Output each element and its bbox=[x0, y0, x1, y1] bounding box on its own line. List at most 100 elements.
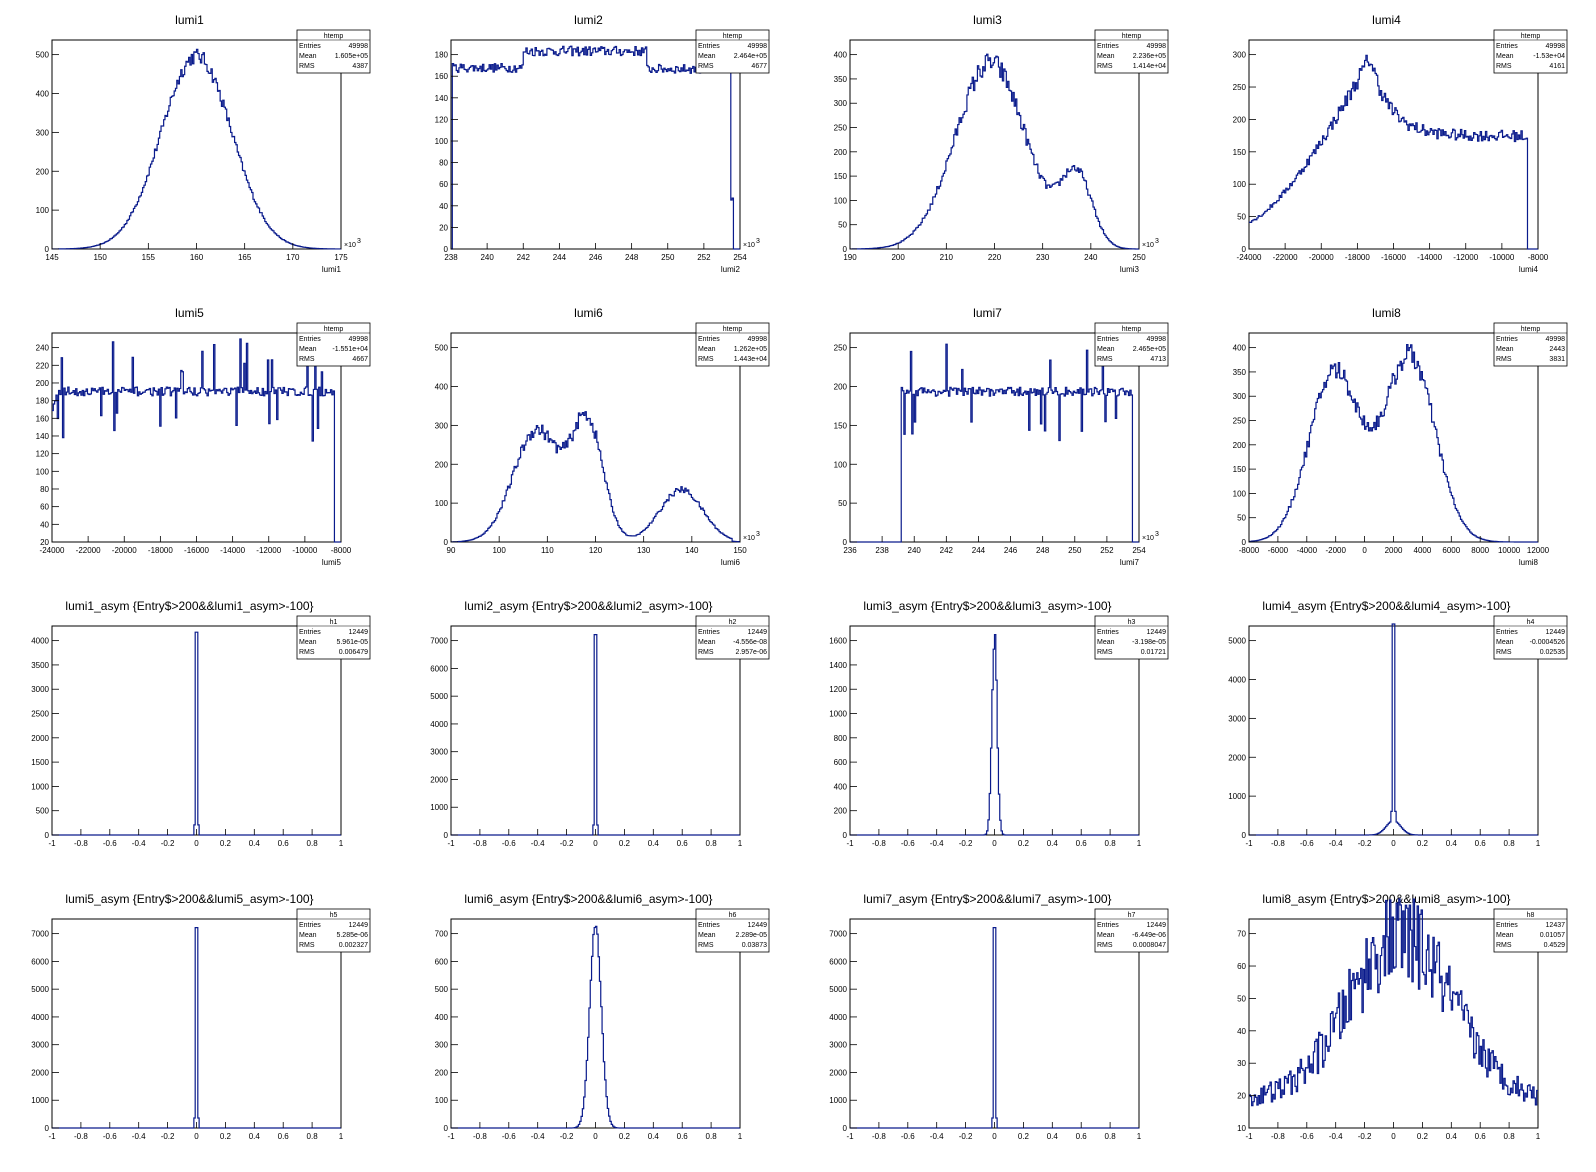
x-tick-label: -2000 bbox=[1325, 546, 1346, 555]
y-tick-label: 4000 bbox=[829, 1013, 847, 1022]
x-tick-label: 0.4 bbox=[1446, 1132, 1458, 1141]
x-tick-label: -1 bbox=[447, 839, 455, 848]
y-tick-label: 5000 bbox=[829, 985, 847, 994]
x-tick-label: 0.8 bbox=[1504, 1132, 1516, 1141]
stats-key: RMS bbox=[1097, 356, 1113, 363]
y-tick-label: 0 bbox=[45, 1124, 50, 1133]
x-tick-label: 90 bbox=[447, 546, 456, 555]
x-tick-label: 0 bbox=[1391, 1132, 1396, 1141]
panel-title: lumi4 bbox=[1372, 13, 1401, 27]
histogram-panel-lumi2: lumi2 238 240 242 244 246 248 250 252 254 0 20 40 60 8… bbox=[435, 13, 770, 274]
histogram-panel-lumi1_asym: lumi1_asym {Entry$>200&&lumi1_asym>-100}… bbox=[31, 599, 371, 848]
y-tick-label: 5000 bbox=[1228, 637, 1246, 646]
panel-title: lumi8 bbox=[1372, 306, 1401, 320]
stats-value: -4.556e-08 bbox=[733, 639, 767, 646]
x-tick-label: 0.2 bbox=[220, 1132, 232, 1141]
stats-key: Entries bbox=[1496, 922, 1518, 929]
stats-key: Mean bbox=[299, 346, 317, 353]
stats-name: h7 bbox=[1128, 912, 1136, 919]
x-tick-label: -10000 bbox=[292, 546, 317, 555]
x-tick-label: -0.6 bbox=[901, 839, 915, 848]
y-tick-label: 20 bbox=[1237, 1092, 1246, 1101]
stats-name: h6 bbox=[729, 912, 737, 919]
stats-box bbox=[695, 29, 770, 74]
stats-value: 12449 bbox=[1147, 629, 1167, 636]
x-tick-label: 230 bbox=[1036, 253, 1050, 262]
x-tick-label: -6000 bbox=[1268, 546, 1289, 555]
y-tick-label: 140 bbox=[435, 94, 449, 103]
x-axis-exponent: 3 bbox=[756, 531, 760, 538]
stats-key: Entries bbox=[698, 336, 720, 343]
x-axis-label: lumi7 bbox=[1120, 558, 1140, 567]
y-tick-label: 70 bbox=[1237, 930, 1246, 939]
stats-key: Entries bbox=[299, 336, 321, 343]
stats-box bbox=[1493, 908, 1568, 953]
stats-value: -6.449e-06 bbox=[1132, 932, 1166, 939]
x-tick-label: 0 bbox=[1362, 546, 1367, 555]
x-axis-multiplier: ×10 bbox=[743, 535, 755, 542]
stats-value: 5.961e-05 bbox=[336, 639, 368, 646]
y-tick-label: 180 bbox=[435, 51, 449, 60]
stats-box bbox=[296, 615, 371, 660]
x-tick-label: -0.4 bbox=[1329, 1132, 1343, 1141]
y-tick-label: 60 bbox=[1237, 962, 1246, 971]
x-tick-label: 0 bbox=[194, 1132, 199, 1141]
x-tick-label: -0.6 bbox=[103, 839, 117, 848]
y-tick-label: 4000 bbox=[31, 637, 49, 646]
panel-title: lumi1_asym {Entry$>200&&lumi1_asym>-100} bbox=[65, 599, 313, 613]
stats-key: Mean bbox=[1097, 53, 1115, 60]
stats-box bbox=[1094, 615, 1169, 660]
x-tick-label: 1 bbox=[1137, 839, 1142, 848]
stats-value: 0.4529 bbox=[1544, 942, 1566, 949]
stats-value: 0.006479 bbox=[339, 649, 368, 656]
stats-key: RMS bbox=[698, 63, 714, 70]
x-tick-label: -20000 bbox=[1309, 253, 1334, 262]
y-tick-label: 250 bbox=[834, 344, 848, 353]
x-tick-label: 200 bbox=[891, 253, 905, 262]
y-tick-label: 500 bbox=[435, 344, 449, 353]
x-tick-label: 0.2 bbox=[619, 1132, 631, 1141]
stats-key: RMS bbox=[1496, 649, 1512, 656]
y-tick-label: 300 bbox=[435, 421, 449, 430]
x-tick-label: -1 bbox=[447, 1132, 455, 1141]
x-axis-label: lumi2 bbox=[721, 265, 741, 274]
stats-value: 0.03873 bbox=[742, 942, 767, 949]
y-tick-label: 1000 bbox=[430, 803, 448, 812]
stats-key: Mean bbox=[698, 639, 716, 646]
y-tick-label: 50 bbox=[1237, 514, 1246, 523]
stats-value: 2.465e+05 bbox=[1133, 346, 1166, 353]
x-axis-multiplier: ×10 bbox=[743, 242, 755, 249]
x-tick-label: 0.6 bbox=[1475, 839, 1487, 848]
stats-name: h4 bbox=[1527, 619, 1535, 626]
panel-title: lumi3_asym {Entry$>200&&lumi3_asym>-100} bbox=[863, 599, 1111, 613]
stats-key: Entries bbox=[1097, 629, 1119, 636]
histogram-line bbox=[52, 926, 341, 1129]
stats-box bbox=[695, 908, 770, 953]
x-tick-label: -0.2 bbox=[161, 1132, 175, 1141]
y-tick-label: 250 bbox=[834, 124, 848, 133]
stats-value: 2.236e+05 bbox=[1133, 53, 1166, 60]
y-tick-label: 4000 bbox=[430, 720, 448, 729]
x-tick-label: 0.2 bbox=[1018, 839, 1030, 848]
stats-value: 4713 bbox=[1150, 356, 1166, 363]
y-tick-label: 200 bbox=[1233, 115, 1247, 124]
x-tick-label: -0.4 bbox=[531, 1132, 545, 1141]
stats-key: Mean bbox=[299, 639, 317, 646]
y-tick-label: 160 bbox=[36, 414, 50, 423]
x-tick-label: 0.8 bbox=[307, 839, 319, 848]
stats-value: 12449 bbox=[1147, 922, 1167, 929]
stats-key: Entries bbox=[299, 43, 321, 50]
y-tick-label: 40 bbox=[439, 202, 448, 211]
x-axis-exponent: 3 bbox=[756, 238, 760, 245]
y-tick-label: 60 bbox=[40, 503, 49, 512]
x-tick-label: -1 bbox=[1245, 839, 1253, 848]
y-tick-label: 1000 bbox=[1228, 792, 1246, 801]
stats-key: Entries bbox=[698, 629, 720, 636]
x-tick-label: -24000 bbox=[1237, 253, 1262, 262]
x-axis-label: lumi6 bbox=[721, 558, 741, 567]
stats-key: Entries bbox=[299, 922, 321, 929]
x-tick-label: -0.4 bbox=[930, 839, 944, 848]
histogram-panel-lumi4_asym: lumi4_asym {Entry$>200&&lumi4_asym>-100}… bbox=[1228, 599, 1568, 848]
x-tick-label: -0.6 bbox=[1300, 1132, 1314, 1141]
x-tick-label: 220 bbox=[988, 253, 1002, 262]
